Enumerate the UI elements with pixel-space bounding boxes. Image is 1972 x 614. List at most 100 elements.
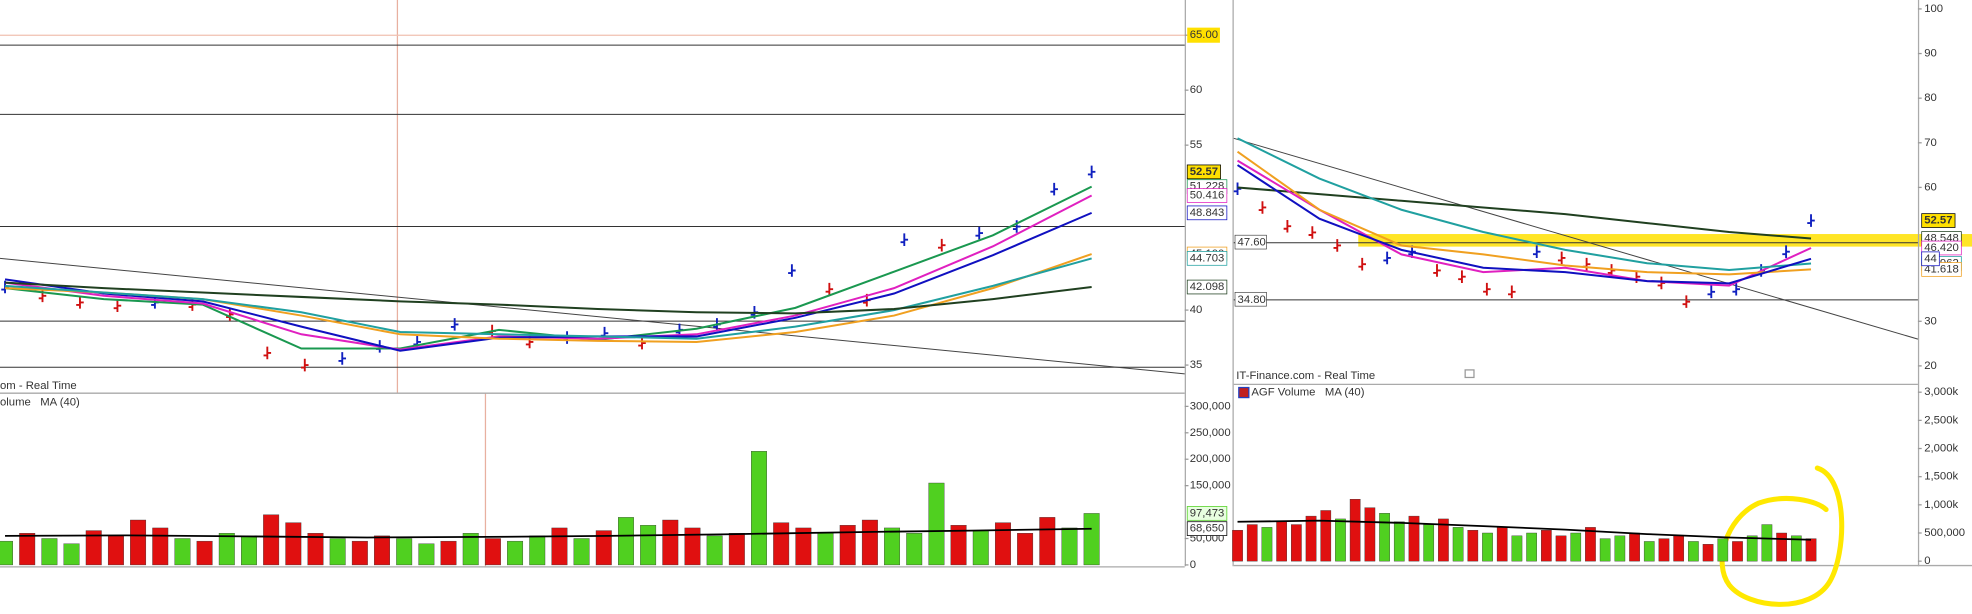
y-tick-label: 20 bbox=[1924, 360, 1937, 372]
price-bar bbox=[1508, 285, 1516, 299]
value-label: 68,650 bbox=[1190, 523, 1225, 535]
volume-bar bbox=[884, 527, 901, 566]
y-tick-label: 30 bbox=[1924, 315, 1937, 327]
volume-bar bbox=[972, 530, 989, 566]
panel-title: IT-Finance.com - Real Time bbox=[1236, 370, 1375, 382]
volume-bar bbox=[1423, 524, 1435, 562]
price-bar bbox=[1087, 165, 1096, 179]
volume-bar bbox=[1540, 529, 1552, 562]
volume-bar bbox=[1349, 499, 1361, 562]
value-label: 48.843 bbox=[1190, 207, 1225, 219]
volume-bar bbox=[1658, 538, 1670, 562]
price-bar bbox=[900, 233, 909, 247]
price-bar bbox=[1308, 226, 1317, 239]
panel-title: om - Real Time bbox=[0, 380, 77, 392]
moving-average bbox=[1237, 137, 1812, 272]
volume-bar bbox=[1599, 538, 1611, 562]
volume-bar bbox=[906, 533, 923, 566]
value-label-box bbox=[1186, 251, 1228, 266]
price-bar bbox=[825, 282, 834, 296]
y-tick-label: 2,000k bbox=[1924, 443, 1958, 455]
volume-bar bbox=[1232, 529, 1243, 562]
value-label: 41.618 bbox=[1924, 263, 1959, 275]
y-tick-label: 60 bbox=[1924, 181, 1937, 193]
y-tick-label: 300,000 bbox=[1190, 400, 1231, 412]
volume-bar bbox=[1083, 513, 1100, 566]
price-bar bbox=[1383, 251, 1391, 265]
value-label: 50.416 bbox=[1190, 190, 1225, 202]
price-bar bbox=[263, 346, 272, 360]
y-tick-label: 150,000 bbox=[1190, 480, 1231, 492]
volume-bar bbox=[1408, 515, 1420, 562]
value-label-box bbox=[1186, 188, 1228, 203]
value-label-box bbox=[1186, 521, 1228, 536]
volume-bar bbox=[839, 525, 856, 566]
volume-bar bbox=[1555, 535, 1567, 562]
y-tick-label: 40 bbox=[1190, 304, 1203, 316]
volume-bar bbox=[85, 530, 102, 566]
volume-bar bbox=[1805, 538, 1817, 562]
tick-highlight bbox=[1187, 27, 1220, 43]
price-bar bbox=[1050, 182, 1058, 196]
price-bar bbox=[1483, 282, 1491, 296]
volume-bar bbox=[63, 543, 80, 566]
y-tick-label: 60 bbox=[1190, 84, 1203, 96]
volume-bar bbox=[1614, 535, 1626, 562]
price-bar bbox=[1532, 245, 1541, 258]
volume-bar bbox=[307, 533, 324, 566]
volume-bar bbox=[440, 540, 457, 566]
volume-bar bbox=[1776, 532, 1787, 562]
line-label: 34.80 bbox=[1238, 294, 1266, 306]
y-tick-label: 80 bbox=[1924, 92, 1937, 104]
volume-bar bbox=[196, 540, 213, 566]
y-tick-label: 35 bbox=[1190, 359, 1203, 371]
volume-bar bbox=[19, 533, 36, 566]
volume-bar bbox=[1496, 527, 1508, 562]
moving-average bbox=[1237, 186, 1812, 240]
value-label: 44.703 bbox=[1190, 252, 1225, 264]
y-tick-label: 3,000k bbox=[1924, 386, 1958, 398]
volume-bar bbox=[285, 522, 302, 566]
price-bar bbox=[301, 358, 309, 372]
price-bar bbox=[1012, 220, 1021, 233]
volume-bar bbox=[0, 540, 13, 566]
volume-bar bbox=[817, 533, 834, 566]
value-label: 46.420 bbox=[1924, 242, 1959, 254]
trendline bbox=[0, 257, 1185, 375]
value-label: 52.57 bbox=[1190, 166, 1218, 178]
price-bar bbox=[76, 296, 84, 309]
y-tick-label: 0 bbox=[1924, 555, 1930, 567]
volume-bar bbox=[1511, 535, 1523, 562]
volume-bar bbox=[107, 535, 124, 566]
volume-bar bbox=[573, 538, 590, 566]
price-bar bbox=[638, 336, 646, 350]
volume-bar bbox=[1570, 532, 1582, 562]
icon bbox=[1464, 369, 1475, 379]
volume-bar bbox=[1061, 527, 1078, 566]
volume-bar bbox=[152, 527, 169, 566]
price-bar bbox=[1258, 201, 1267, 214]
price-bar bbox=[788, 264, 796, 277]
y-tick-label: 250,000 bbox=[1190, 427, 1231, 439]
volume-bar bbox=[241, 535, 257, 566]
y-tick-label: 100 bbox=[1924, 3, 1943, 15]
moving-average bbox=[4, 211, 1093, 352]
volume-bar bbox=[418, 543, 435, 566]
volume-bar bbox=[595, 530, 612, 566]
volume-bar bbox=[551, 527, 568, 566]
volume-bar bbox=[1585, 527, 1596, 562]
volume-bar bbox=[618, 517, 634, 566]
y-tick-label: 55 bbox=[1190, 139, 1203, 151]
volume-bar bbox=[1452, 527, 1464, 562]
line-label-box bbox=[1234, 291, 1267, 307]
y-tick-label: 200,000 bbox=[1190, 453, 1231, 465]
highlight-band bbox=[1358, 234, 1972, 247]
panel-title: AGF Volume MA (40) bbox=[1251, 387, 1364, 399]
price-bar bbox=[1557, 251, 1566, 265]
y-tick-label: 90 bbox=[1924, 48, 1937, 60]
volume-bar bbox=[1732, 541, 1743, 562]
y-tick-label: 500,000 bbox=[1924, 527, 1965, 539]
volume-bar bbox=[1379, 513, 1390, 562]
